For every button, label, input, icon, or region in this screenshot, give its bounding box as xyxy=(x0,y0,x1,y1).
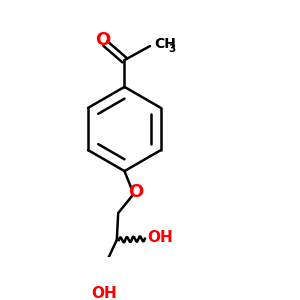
Text: CH: CH xyxy=(154,37,176,51)
Text: 3: 3 xyxy=(168,44,175,54)
Text: O: O xyxy=(128,182,144,200)
Text: OH: OH xyxy=(147,230,173,245)
Text: O: O xyxy=(95,32,110,50)
Text: OH: OH xyxy=(91,286,117,300)
